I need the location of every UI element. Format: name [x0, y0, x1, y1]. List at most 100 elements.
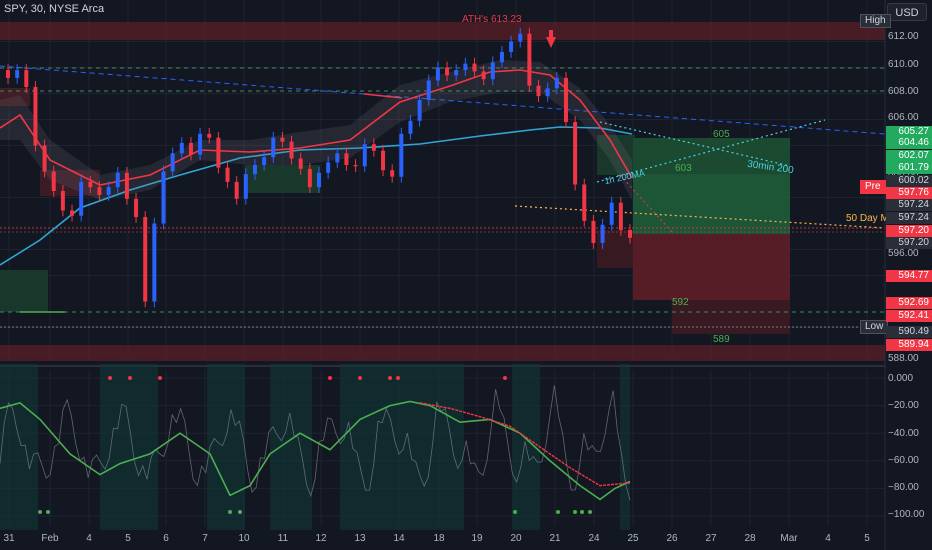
candle-body — [70, 210, 75, 216]
candle-body — [628, 230, 632, 238]
candle-body — [115, 172, 120, 188]
candle-body — [326, 162, 331, 173]
candle-body — [518, 33, 523, 42]
price-tick-label: 610.00 — [888, 59, 919, 70]
date-tick-label: 14 — [393, 533, 405, 544]
level-603-label: 603 — [675, 163, 692, 174]
candle-body — [454, 70, 459, 76]
price-level-label: 592.41 — [886, 310, 932, 322]
candle-body — [582, 184, 587, 221]
date-tick-label: 4 — [825, 533, 831, 544]
oscillator-highlight — [340, 364, 418, 530]
candle-body — [33, 87, 38, 146]
price-level-label: 592.69 — [886, 297, 932, 309]
date-tick-label: 5 — [864, 533, 870, 544]
candle-body — [527, 33, 532, 86]
fifty-day-ma-line — [514, 205, 886, 229]
date-tick-label: 6 — [163, 533, 169, 544]
oscillator-tick-label: −80.00 — [888, 482, 919, 493]
candle-body — [271, 137, 276, 158]
demand-zone — [597, 135, 635, 175]
price-level-label: 601.79 — [886, 162, 932, 174]
fifty-day-label: 50 Day M — [846, 213, 889, 224]
ma-200-line — [0, 126, 633, 266]
ema-line — [0, 69, 633, 186]
date-tick-label: 27 — [705, 533, 717, 544]
level-589-label: 589 — [713, 334, 730, 345]
date-tick-label: 21 — [549, 533, 561, 544]
target-long-zone — [633, 174, 790, 234]
date-tick-label: 5 — [125, 533, 131, 544]
osc-bear-marker — [158, 376, 162, 380]
price-level-label: 604.46 — [886, 137, 932, 149]
candle-body — [362, 144, 367, 167]
oscillator-tick-label: −40.00 — [888, 428, 919, 439]
candle-body — [600, 224, 605, 243]
date-tick-label: 20 — [510, 533, 522, 544]
date-tick-label: 28 — [744, 533, 756, 544]
candle-body — [60, 191, 65, 211]
date-tick-label: 24 — [588, 533, 600, 544]
pre-tag: Pre — [860, 180, 886, 194]
trend-line — [363, 93, 403, 99]
osc-bull-marker — [588, 510, 592, 514]
osc-bear-marker — [503, 376, 507, 380]
candle-body — [509, 41, 514, 52]
price-level-label: 605.27 — [886, 126, 932, 138]
candle-body — [170, 153, 175, 172]
date-tick-label: 25 — [627, 533, 639, 544]
candle-body — [280, 137, 285, 142]
price-level-label: 597.24 — [886, 212, 932, 224]
candle-body — [426, 80, 431, 100]
candle-body — [161, 171, 166, 224]
candle-body — [179, 142, 184, 154]
candle-body — [353, 165, 358, 167]
stop-zone-lower — [672, 300, 790, 334]
candle-body — [88, 181, 93, 188]
symbol-title[interactable]: SPY, 30, NYSE Arca — [4, 3, 105, 15]
high-tag: High — [860, 14, 891, 28]
candle-body — [317, 172, 321, 188]
candle-body — [106, 187, 111, 195]
candle-body — [472, 63, 477, 72]
osc-bull-marker — [573, 510, 577, 514]
candle-body — [298, 158, 303, 169]
date-tick-label: 4 — [86, 533, 92, 544]
oscillator-signal-line — [0, 400, 631, 501]
candle-body — [216, 137, 221, 168]
candle-body — [262, 157, 267, 165]
candle-body — [234, 181, 239, 199]
date-tick-label: 26 — [666, 533, 678, 544]
price-tick-label: 612.00 — [888, 31, 919, 42]
ath-label: ATH's 613.23 — [462, 14, 522, 25]
price-level-label: 600.02 — [886, 175, 932, 187]
candle-body — [143, 217, 148, 302]
currency-button[interactable]: USD — [887, 3, 927, 21]
low-tag: Low — [860, 320, 889, 334]
candle-body — [563, 77, 568, 123]
price-level-label: 589.94 — [886, 339, 932, 351]
price-tick-label: 600.00 — [888, 169, 919, 180]
demand-zone — [245, 165, 320, 193]
osc-bull-marker — [228, 510, 232, 514]
candle-body — [124, 172, 129, 199]
oscillator-highlight — [207, 364, 245, 530]
trend-line — [596, 119, 826, 183]
osc-bull-marker — [46, 510, 50, 514]
oscillator-highlight — [418, 364, 464, 530]
price-level-label: 590.49 — [886, 326, 932, 338]
osc-bear-marker — [396, 376, 400, 380]
candle-body — [42, 145, 47, 172]
target-long-zone — [633, 138, 790, 174]
candle-body — [536, 85, 541, 97]
demand-zone — [0, 270, 48, 312]
supply-zone — [0, 88, 30, 106]
price-level-label: 597.20 — [886, 237, 932, 249]
oscillator-raw-line — [0, 385, 631, 501]
candle-body — [435, 67, 440, 81]
osc-bear-marker — [388, 376, 392, 380]
oscillator-highlight — [0, 364, 38, 530]
candle-body — [463, 63, 468, 71]
